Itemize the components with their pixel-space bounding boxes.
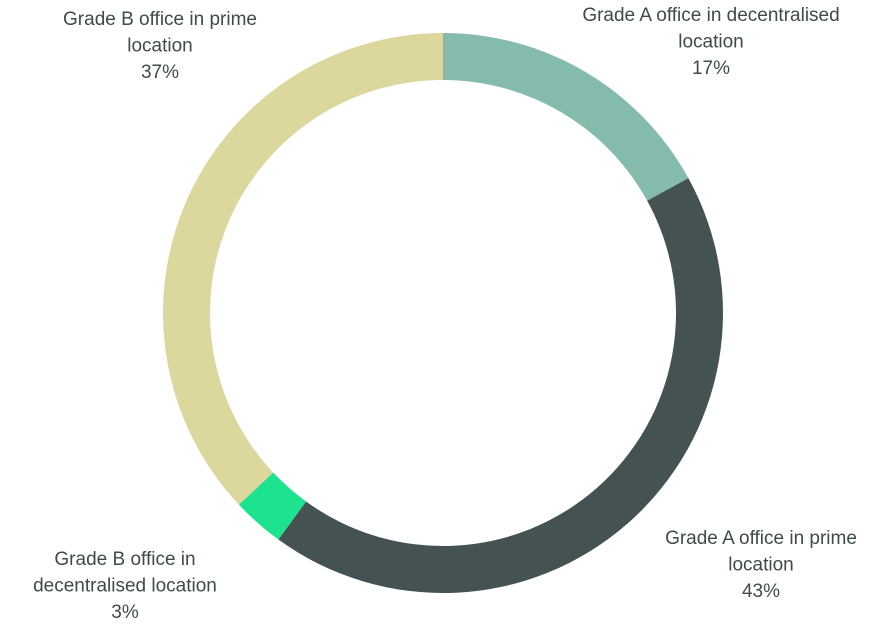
donut-segment xyxy=(163,33,443,505)
donut-segment xyxy=(443,33,689,201)
value-label: 43% xyxy=(742,581,780,602)
donut-segment xyxy=(278,178,723,593)
segment-label: location xyxy=(127,36,193,57)
value-label: 37% xyxy=(141,62,179,83)
donut-segment xyxy=(238,472,307,540)
segment-label: Grade A office in prime xyxy=(665,528,857,549)
segment-label: Grade B office in prime xyxy=(63,9,257,30)
segment-label: decentralised location xyxy=(33,576,217,597)
segment-label: Grade B office in xyxy=(54,549,195,570)
segment-label: location xyxy=(678,32,744,53)
value-label: 17% xyxy=(692,58,730,79)
value-label: 3% xyxy=(111,602,139,623)
segment-label: Grade A office in decentralised xyxy=(582,5,839,26)
segment-label: location xyxy=(728,555,794,576)
